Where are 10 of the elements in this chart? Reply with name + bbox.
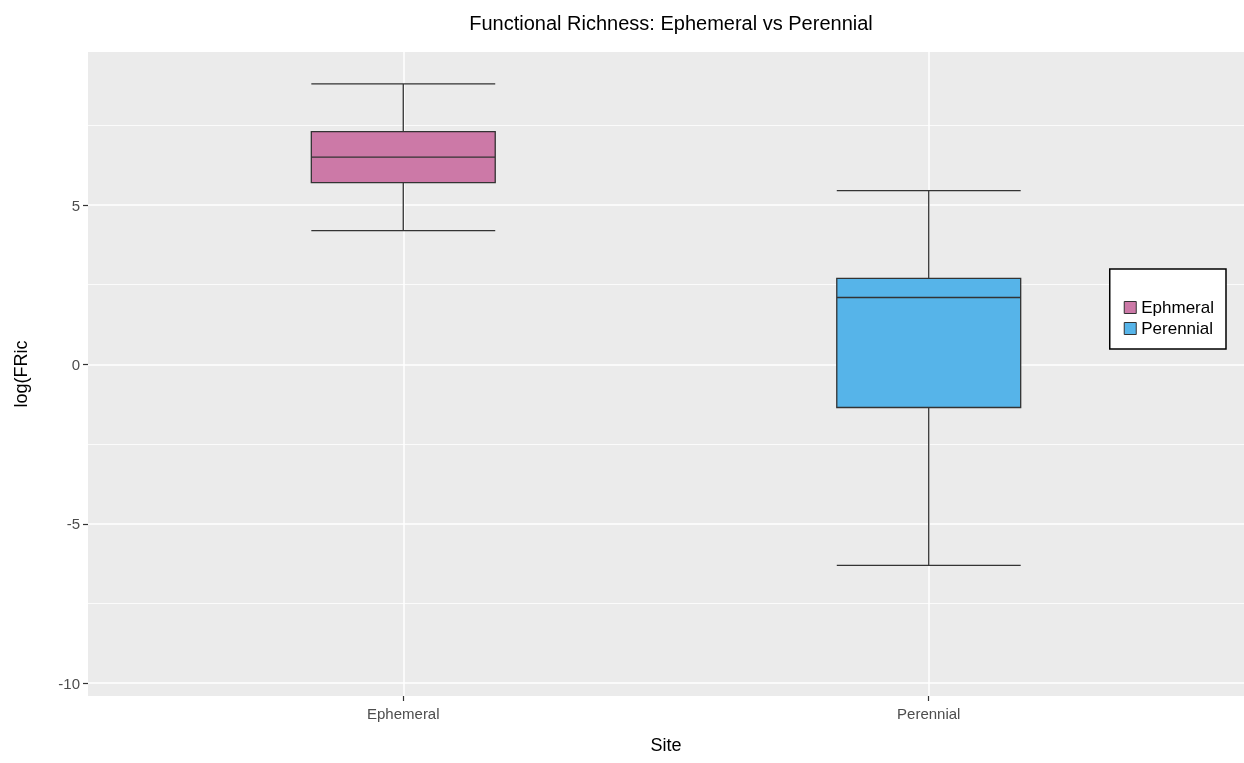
chart-title: Functional Richness: Ephemeral vs Perennial [469, 12, 873, 34]
y-tick-label: 5 [71, 196, 80, 214]
legend-label: Ephmeral [1141, 298, 1215, 317]
legend-label: Perennial [1141, 319, 1214, 338]
x-tick-label: Ephemeral [367, 705, 440, 722]
y-tick-label: -10 [58, 674, 80, 692]
y-tick-label: 0 [71, 355, 80, 373]
y-axis-title: log(FRic [11, 340, 31, 408]
x-axis-title: Site [650, 735, 682, 755]
y-tick-label: -5 [66, 515, 80, 533]
